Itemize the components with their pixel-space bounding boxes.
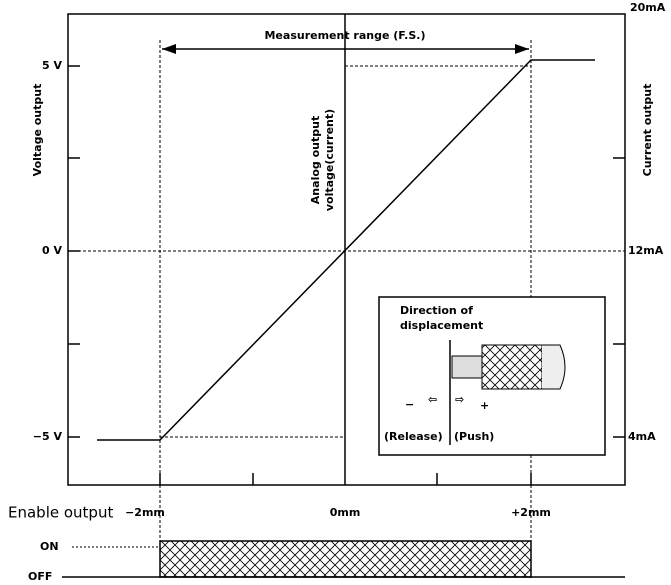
sensor-tip <box>452 356 482 378</box>
right-tick-label: 12mA <box>628 244 664 257</box>
right-tick-label: 4mA <box>628 430 656 443</box>
x-tick-label: 0mm <box>330 506 361 519</box>
release-label: (Release) <box>384 430 443 443</box>
enable-label: Enable output <box>8 504 113 522</box>
right-axis-label: Current output <box>641 84 654 177</box>
x-tick-label: +2mm <box>511 506 551 519</box>
left-tick-label: 5 V <box>42 59 62 72</box>
diagram: Measurement range (F.S.) Voltage output … <box>0 0 671 585</box>
left-axis-label: Voltage output <box>31 84 44 177</box>
release-arrow: ⇦ <box>428 393 437 406</box>
center-label: Analog output <box>309 116 322 204</box>
inset-title: Direction of <box>400 304 473 317</box>
right-tick-label: 20mA <box>630 1 666 14</box>
range-label: Measurement range (F.S.) <box>264 29 425 42</box>
push-arrow: ⇨ <box>455 393 464 406</box>
left-tick-label: −5 V <box>33 430 63 443</box>
x-tick-label: −2mm <box>125 506 165 519</box>
sensor-cable <box>542 345 565 389</box>
center-label: voltage(current) <box>323 109 336 211</box>
on-label: ON <box>40 540 59 553</box>
push-label: (Push) <box>454 430 494 443</box>
left-tick-label: 0 V <box>42 244 62 257</box>
sensor-body <box>482 345 542 389</box>
off-label: OFF <box>28 570 52 583</box>
inset-title: displacement <box>400 319 483 332</box>
enable-region <box>160 541 531 577</box>
plus-sign: + <box>480 399 489 412</box>
minus-sign: − <box>405 398 414 411</box>
